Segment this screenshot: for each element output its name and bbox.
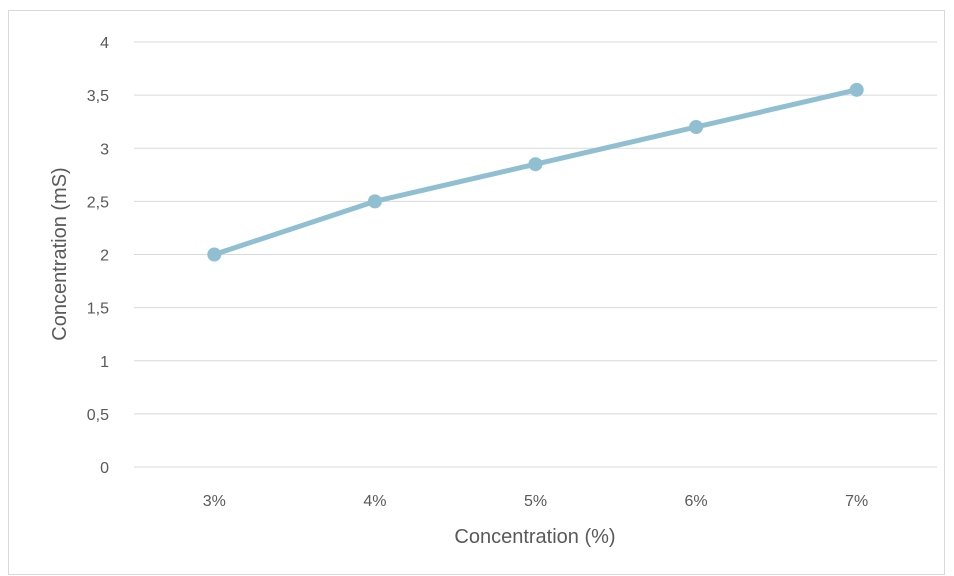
data-point xyxy=(849,82,864,97)
x-tick-label: 7% xyxy=(845,493,868,510)
y-tick-label: 2 xyxy=(100,248,109,265)
x-tick-label: 5% xyxy=(524,493,547,510)
y-tick-label: 3 xyxy=(100,141,109,158)
x-tick-label: 4% xyxy=(363,493,386,510)
data-point xyxy=(207,247,222,262)
series-line xyxy=(211,87,860,257)
x-axis-title: Concentration (%) xyxy=(454,526,615,548)
y-tick-label: 2,5 xyxy=(87,194,109,211)
y-tick-label: 1,5 xyxy=(87,301,109,318)
data-point xyxy=(689,120,704,134)
data-point xyxy=(367,194,382,209)
y-tick-label: 0,5 xyxy=(87,407,109,424)
x-tick-label: 6% xyxy=(685,493,708,510)
y-tick-label: 1 xyxy=(100,354,109,371)
gridlines xyxy=(134,41,937,468)
series-group xyxy=(207,82,864,262)
y-tick-label: 4 xyxy=(100,35,109,52)
y-tick-labels: 0 0,5 1 1,5 2 2,5 3 3,5 4 xyxy=(87,35,109,477)
x-tick-label: 3% xyxy=(203,493,226,510)
y-tick-label: 3,5 xyxy=(87,88,109,105)
y-axis-title: Concentration (mS) xyxy=(49,167,71,340)
x-tick-labels: 3% 4% 5% 6% 7% xyxy=(203,493,869,510)
y-tick-label: 0 xyxy=(100,460,109,477)
data-point xyxy=(528,157,543,172)
